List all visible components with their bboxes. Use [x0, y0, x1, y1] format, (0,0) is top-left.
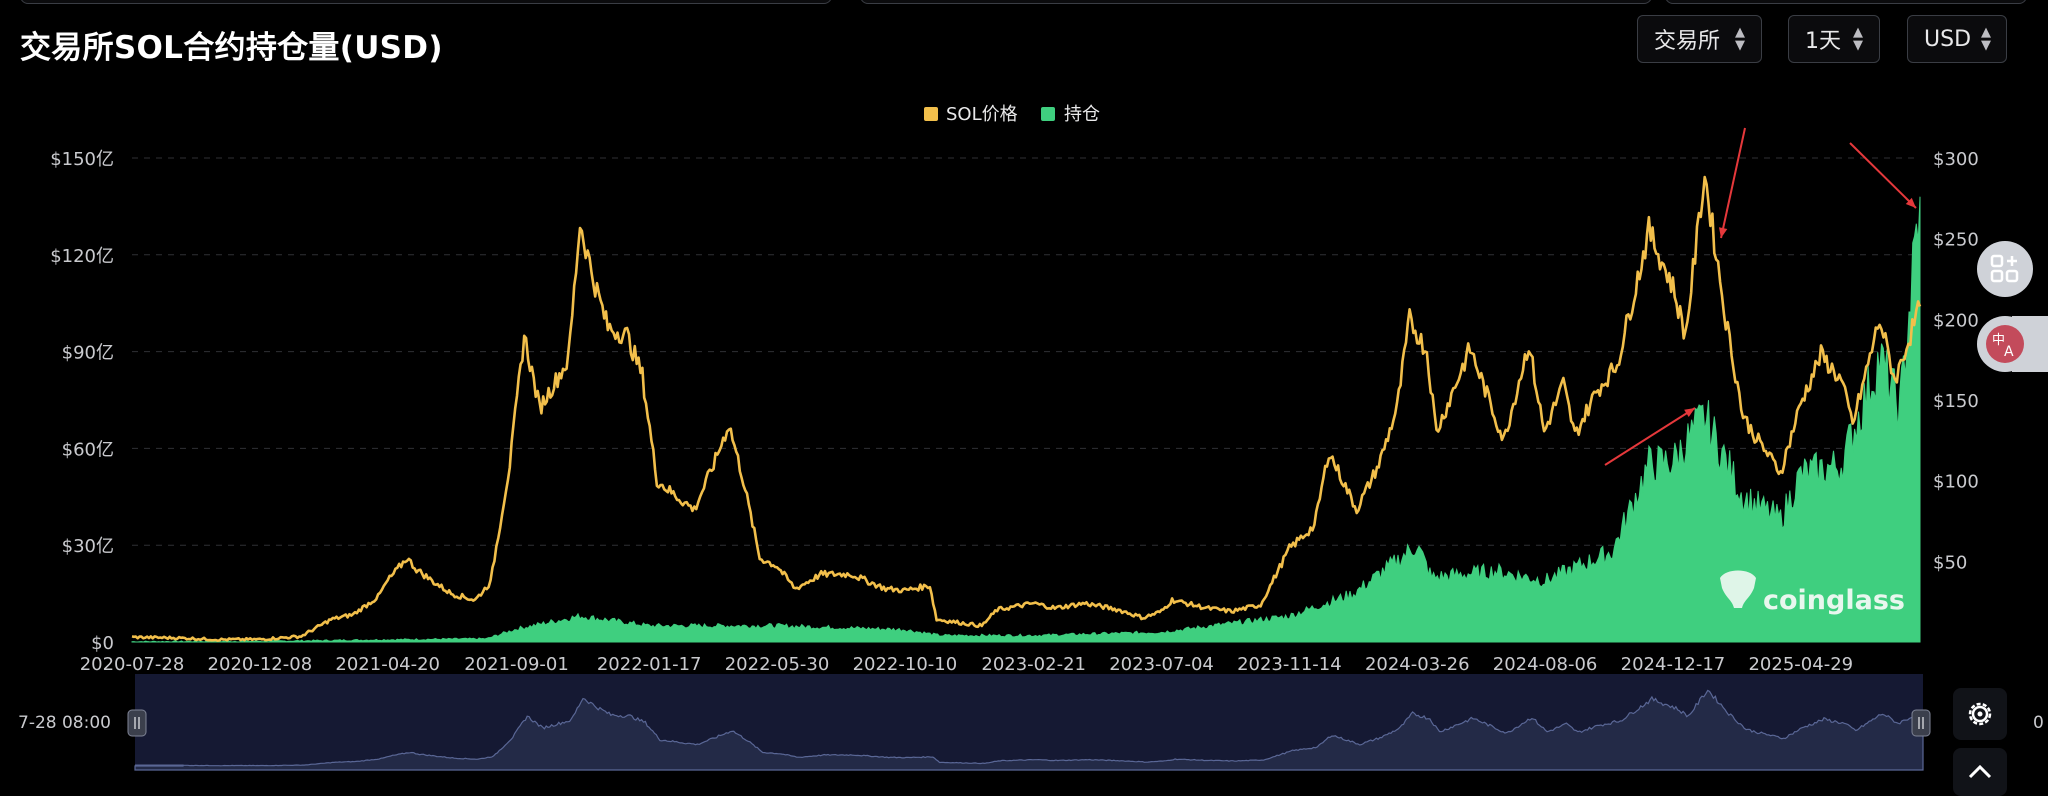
- annotation-arrow: [1849, 142, 1917, 209]
- left-axis-tick: $150亿: [50, 149, 114, 170]
- legend-swatch-oi: [1041, 107, 1055, 121]
- left-axis-tick: $120亿: [50, 246, 114, 267]
- legend-label-oi: 持仓: [1064, 104, 1100, 125]
- legend-label-price: SOL价格: [946, 104, 1018, 125]
- currency-select[interactable]: USD ▲ ▼: [1907, 15, 2007, 63]
- chart-legend[interactable]: SOL价格 持仓: [924, 104, 1100, 125]
- annotation-arrow: [1604, 407, 1696, 466]
- x-axis-tick: 2024-08-06: [1493, 654, 1598, 675]
- x-axis-tick: 2022-05-30: [725, 654, 830, 675]
- oi-area: [131, 196, 1921, 643]
- navigator-area: [134, 689, 1924, 771]
- x-axis-tick: 2023-07-04: [1109, 654, 1214, 675]
- annotation-arrowhead: [1718, 227, 1728, 238]
- chart-axes: $0 $30亿 $60亿 $90亿 $120亿 $150亿 $50 $100 $150 $200 $…: [50, 149, 1979, 675]
- annotation-arrows: [1604, 127, 1917, 466]
- exchange-select-label: 交易所: [1654, 29, 1721, 54]
- navigator-handle-right[interactable]: [1911, 709, 1931, 737]
- navigator-end-label: 0: [2033, 713, 2044, 733]
- handle-grip: [127, 709, 147, 737]
- page-title: 交易所SOL合约持仓量(USD): [20, 30, 443, 66]
- settings-gear-icon[interactable]: [1953, 688, 2007, 740]
- chevron-up-icon[interactable]: [1953, 748, 2007, 796]
- svg-text:中: 中: [1992, 333, 2005, 348]
- x-axis-tick: 2021-09-01: [464, 654, 569, 675]
- updown-chevron-icon: ▲ ▼: [1735, 25, 1745, 53]
- legend-swatch-price: [924, 107, 938, 121]
- x-axis-tick: 2020-12-08: [208, 654, 313, 675]
- x-axis-tick: 2024-12-17: [1621, 654, 1726, 675]
- exchange-select[interactable]: 交易所 ▲ ▼: [1637, 15, 1762, 63]
- watermark-text: coinglass: [1763, 585, 1905, 616]
- coinglass-watermark: coinglass: [1720, 570, 1905, 616]
- translate-icon[interactable]: 中 A: [1977, 316, 2033, 372]
- updown-chevron-icon: ▲ ▼: [1981, 25, 1992, 53]
- x-axis-tick: 2020-07-28: [80, 654, 185, 675]
- x-axis-tick: 2023-11-14: [1237, 654, 1342, 675]
- range-navigator[interactable]: 7-28 08:00 0: [18, 674, 2044, 771]
- interval-select[interactable]: 1天 ▲ ▼: [1788, 15, 1880, 63]
- right-axis-tick: $250: [1933, 230, 1979, 251]
- annotation-arrowhead: [1905, 197, 1916, 208]
- annotation-arrow: [1720, 127, 1746, 239]
- x-axis-tick: 2023-02-21: [981, 654, 1086, 675]
- updown-chevron-icon: ▲ ▼: [1853, 25, 1863, 53]
- handle-grip: [1911, 709, 1931, 737]
- right-axis-tick: $100: [1933, 472, 1979, 493]
- interval-select-label: 1天: [1805, 29, 1841, 54]
- left-axis-tick: $0: [91, 633, 114, 654]
- navigator-start-label: 7-28 08:00: [18, 713, 111, 733]
- x-axis-tick: 2024-03-26: [1365, 654, 1470, 675]
- left-axis-tick: $60亿: [62, 439, 114, 460]
- right-axis-tick: $200: [1933, 310, 1979, 331]
- coinglass-logo: [1720, 570, 1756, 608]
- left-axis-tick: $90亿: [62, 343, 114, 364]
- right-axis-tick: $300: [1933, 149, 1979, 170]
- left-axis-tick: $30亿: [62, 536, 114, 557]
- annotation-arrowhead: [1684, 408, 1695, 418]
- x-axis-tick: 2022-01-17: [597, 654, 702, 675]
- right-axis-tick: $50: [1933, 552, 1967, 573]
- svg-text:A: A: [2004, 344, 2014, 360]
- right-axis-tick: $150: [1933, 391, 1979, 412]
- grid-plus-icon[interactable]: [1977, 241, 2033, 297]
- series-open-interest: [131, 196, 1921, 643]
- currency-select-label: USD: [1924, 26, 1972, 52]
- x-axis-tick: 2025-04-29: [1748, 654, 1853, 675]
- x-axis-tick: 2021-04-20: [335, 654, 440, 675]
- navigator-handle-left[interactable]: [127, 709, 147, 737]
- price-line: [131, 175, 1922, 642]
- coinglass-logo-mark: [1720, 570, 1756, 608]
- series-sol-price: [131, 175, 1922, 642]
- x-axis-tick: 2022-10-10: [853, 654, 958, 675]
